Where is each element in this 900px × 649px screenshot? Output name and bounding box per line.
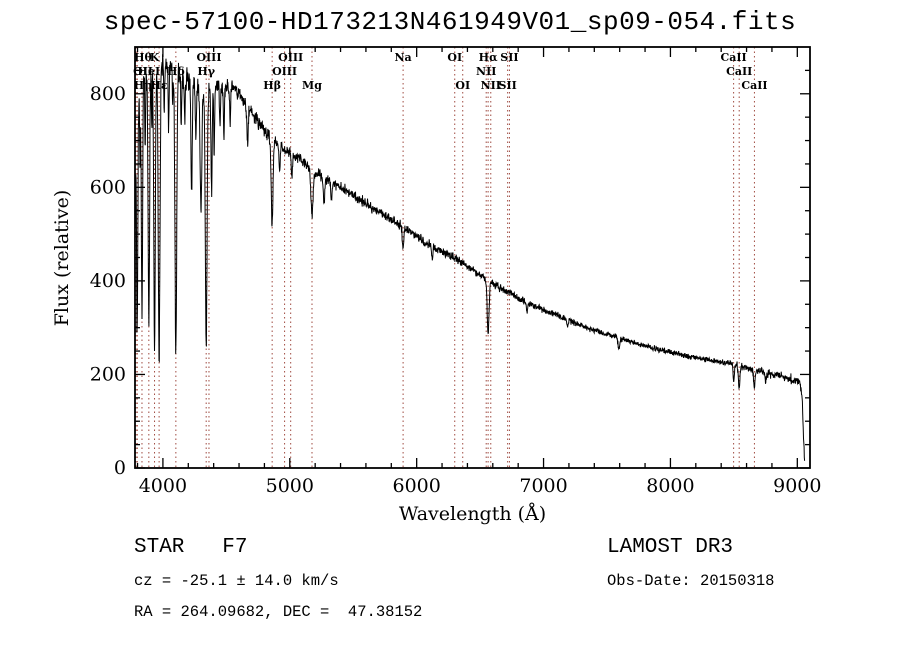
line-label-OIII: OIII <box>196 51 221 64</box>
line-label-K: K <box>150 51 160 64</box>
line-label-Hα: Hα <box>479 51 498 64</box>
plot-title: spec-57100-HD173213N461949V01_sp09-054.f… <box>103 7 797 37</box>
line-label-CaII: CaII <box>741 79 767 92</box>
line-label-Hε: Hε <box>151 79 168 92</box>
line-label-NII: NII <box>476 65 496 78</box>
line-label-Hθ: Hθ <box>134 51 152 64</box>
y-tick-label: 600 <box>90 176 126 198</box>
line-label-Hη: Hη <box>134 79 152 92</box>
x-tick-label: 9000 <box>773 475 821 497</box>
x-tick-label: 5000 <box>266 475 314 497</box>
line-label-Hγ: Hγ <box>197 65 215 78</box>
classification-text: STAR F7 <box>134 536 248 559</box>
line-label-Hβ: Hβ <box>263 79 281 92</box>
line-label-CaII: CaII <box>726 65 752 78</box>
y-tick-label: 400 <box>90 270 126 292</box>
line-label-Mg: Mg <box>302 79 322 92</box>
line-label-NII: NII <box>481 79 501 92</box>
x-tick-label: 4000 <box>139 475 187 497</box>
line-label-OIII: OIII <box>272 65 297 78</box>
x-tick-label: 6000 <box>392 475 440 497</box>
line-label-HeI: HeI <box>138 65 161 78</box>
x-tick-labels: 4000 5000 6000 7000 8000 9000 <box>139 475 822 497</box>
x-tick-label: 7000 <box>519 475 567 497</box>
obs-date-text: Obs-Date: 20150318 <box>607 572 775 590</box>
line-label-Na: Na <box>395 51 412 64</box>
axis-ticks <box>135 47 810 469</box>
x-tick-label: 8000 <box>646 475 694 497</box>
ra-dec-text: RA = 264.09682, DEC = 47.38152 <box>134 603 423 621</box>
survey-release-text: LAMOST DR3 <box>607 536 734 559</box>
y-tick-label: 200 <box>90 363 126 385</box>
x-axis-label: Wavelength (Å) <box>398 503 547 525</box>
line-label-SII: SII <box>500 51 518 64</box>
line-label-OI: OI <box>455 79 470 92</box>
y-tick-labels: 0 200 400 600 800 <box>90 83 126 479</box>
line-label-OIII: OIII <box>278 51 303 64</box>
line-label-OII: OII <box>133 65 153 78</box>
y-tick-label: 0 <box>114 457 126 479</box>
y-tick-label: 800 <box>90 83 126 105</box>
line-label-SII: SII <box>499 79 517 92</box>
line-label-OI: OI <box>447 51 462 64</box>
line-label-Hδ: Hδ <box>167 65 185 78</box>
spectrum-trace <box>135 54 806 461</box>
line-label-CaII: CaII <box>721 51 747 64</box>
y-axis-label: Flux (relative) <box>51 189 73 327</box>
radial-velocity-text: cz = -25.1 ± 14.0 km/s <box>134 572 339 590</box>
plot-frame <box>134 46 811 469</box>
